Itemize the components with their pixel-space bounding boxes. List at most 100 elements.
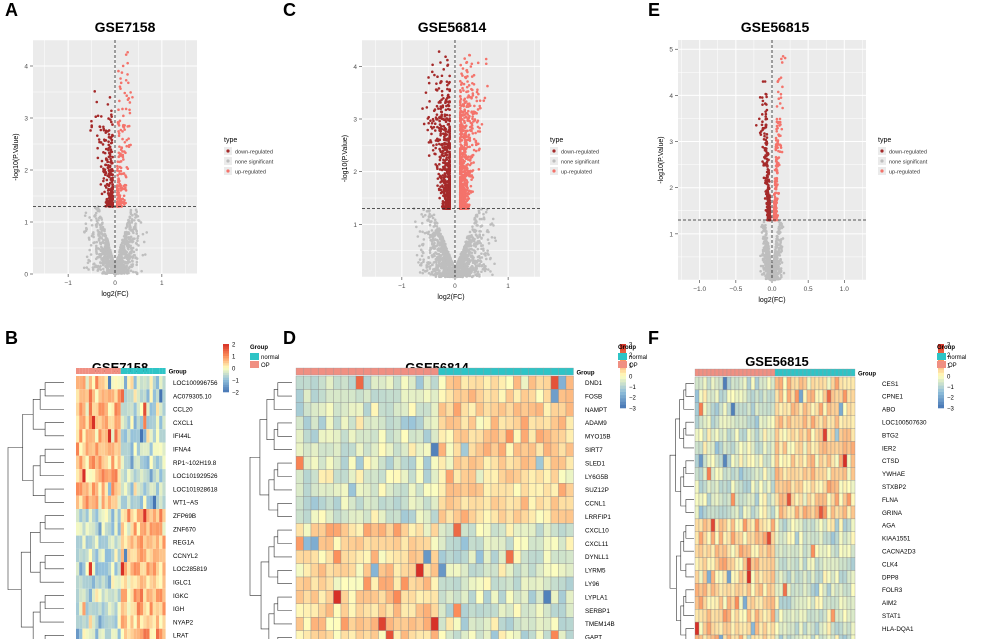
point-none-significant [130,217,134,221]
point-up-regulated [119,77,122,80]
point-down-regulated [439,61,442,64]
point-down-regulated [439,110,443,114]
point-down-regulated [448,119,451,123]
point-down-regulated [422,122,426,126]
point-down-regulated [107,147,110,150]
point-none-significant [127,231,130,234]
point-none-significant [426,218,429,222]
point-none-significant [466,235,469,239]
point-down-regulated [434,146,437,150]
point-none-significant [432,239,436,242]
point-down-regulated [444,189,447,193]
point-up-regulated [463,143,467,147]
point-up-regulated [467,94,470,97]
point-none-significant [122,245,126,248]
point-down-regulated [446,180,449,183]
point-up-regulated [469,65,473,68]
point-down-regulated [443,113,447,116]
point-down-regulated [447,103,450,107]
point-none-significant [123,230,127,234]
point-up-regulated [460,72,463,75]
point-up-regulated [459,106,462,110]
point-none-significant [490,236,494,239]
point-down-regulated [444,164,447,167]
point-none-significant [764,223,767,227]
point-up-regulated [468,128,472,132]
point-none-significant [434,221,438,224]
point-none-significant [480,252,483,256]
legend-key-point [226,159,230,163]
point-none-significant [429,220,432,224]
point-up-regulated [126,98,130,101]
point-down-regulated [110,109,113,113]
point-up-regulated [467,189,471,193]
point-none-significant [447,255,451,259]
point-none-significant [429,233,432,237]
point-none-significant [419,264,423,267]
point-down-regulated [111,123,114,126]
point-none-significant [477,211,481,215]
y-tick-label: 4 [24,64,28,71]
point-down-regulated [99,165,103,168]
point-none-significant [117,256,120,260]
point-down-regulated [110,141,114,144]
point-up-regulated [465,68,469,72]
point-down-regulated [437,101,441,104]
point-down-regulated [442,194,445,198]
point-none-significant [485,230,489,233]
point-up-regulated [460,146,463,149]
point-none-significant [84,222,88,226]
point-none-significant [88,248,91,252]
point-none-significant [133,237,136,240]
point-none-significant [107,243,111,247]
point-none-significant [472,259,475,262]
point-none-significant [428,251,432,255]
point-up-regulated [474,143,478,147]
point-up-regulated [466,173,470,177]
point-none-significant [781,237,785,240]
point-none-significant [461,269,464,273]
point-none-significant [127,260,131,264]
point-down-regulated [435,113,439,116]
point-none-significant [132,250,136,254]
point-up-regulated [475,95,478,99]
point-none-significant [447,268,451,272]
point-none-significant [468,230,472,234]
point-none-significant [105,243,108,247]
point-down-regulated [445,133,449,136]
point-none-significant [423,270,427,273]
x-tick-label: 0 [113,280,117,287]
point-up-regulated [461,167,464,170]
point-down-regulated [108,96,112,99]
point-none-significant [481,247,485,250]
x-tick-label: 1 [160,280,164,287]
point-down-regulated [433,122,437,126]
point-up-regulated [461,186,465,190]
point-down-regulated [106,166,110,170]
point-none-significant [120,248,124,251]
point-up-regulated [124,186,127,190]
point-none-significant [778,262,782,266]
point-none-significant [440,265,444,269]
point-up-regulated [129,143,132,147]
point-down-regulated [431,63,434,67]
point-up-regulated [118,182,122,186]
point-down-regulated [90,119,93,123]
point-down-regulated [93,90,97,93]
point-down-regulated [444,151,447,155]
point-up-regulated [465,104,469,108]
point-up-regulated [464,189,468,193]
point-none-significant [478,235,482,238]
point-down-regulated [439,188,443,192]
point-none-significant [135,232,139,235]
point-none-significant [775,245,779,248]
point-up-regulated [470,96,473,100]
point-down-regulated [104,157,108,160]
point-down-regulated [438,196,441,200]
point-down-regulated [109,168,113,171]
point-up-regulated [463,153,467,156]
point-none-significant [483,268,486,271]
point-none-significant [459,252,463,256]
point-none-significant [423,231,427,235]
x-tick-label: 1 [506,283,510,290]
